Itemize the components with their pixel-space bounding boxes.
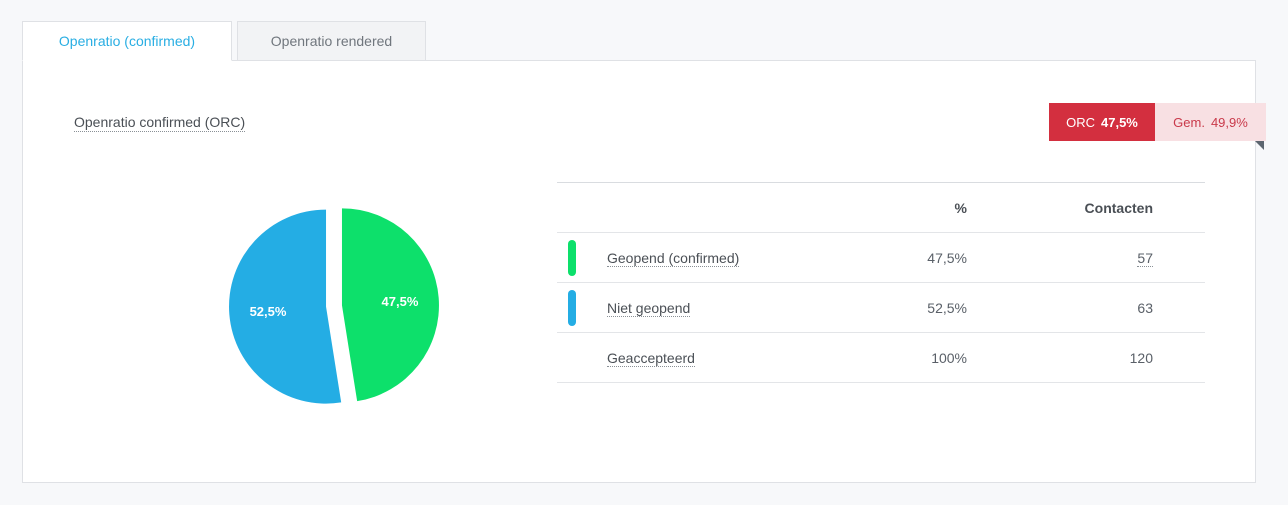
tab-openratio-rendered[interactable]: Openratio rendered [237, 21, 426, 61]
row-label-accepted[interactable]: Geaccepteerd [607, 349, 695, 367]
row-count-accepted: 120 [967, 332, 1153, 383]
orc-badge: ORC 47,5% Gem. 49,9% [1049, 103, 1266, 141]
row-count-opened-link[interactable]: 57 [1137, 249, 1153, 267]
average-label: Gem. [1173, 114, 1205, 130]
row-count-not-opened: 63 [967, 282, 1153, 333]
opened-color-marker [568, 239, 576, 276]
stats-table: % Contacten Geopend (confirmed) 47,5% 57… [557, 182, 1205, 383]
orc-value-badge: ORC 47,5% [1049, 103, 1155, 141]
row-label-opened[interactable]: Geopend (confirmed) [607, 249, 740, 267]
tab-openratio-confirmed[interactable]: Openratio (confirmed) [22, 21, 232, 61]
badge-corner-fold [1255, 141, 1264, 150]
pie-label-opened: 47,5% [382, 294, 419, 309]
orc-value: 47,5% [1101, 114, 1138, 130]
pie-label-not-opened: 52,5% [250, 304, 287, 319]
pie-chart: 47,5% 52,5% [229, 208, 439, 404]
table-row-opened: Geopend (confirmed) 47,5% 57 [557, 232, 1205, 283]
pie-slice-not-opened[interactable] [229, 209, 342, 404]
content-panel: Openratio confirmed (ORC) ORC 47,5% Gem.… [22, 60, 1266, 483]
not-opened-color-marker [568, 289, 576, 326]
section-title[interactable]: Openratio confirmed (ORC) [74, 114, 246, 132]
table-header-row: % Contacten [557, 182, 1205, 233]
table-row-accepted: Geaccepteerd 100% 120 [557, 332, 1205, 383]
header-contacts: Contacten [967, 182, 1153, 233]
header-percent: % [877, 182, 967, 233]
row-label-not-opened[interactable]: Niet geopend [607, 299, 691, 317]
table-row-not-opened: Niet geopend 52,5% 63 [557, 282, 1205, 333]
average-value: 49,9% [1210, 114, 1248, 130]
row-pct-accepted: 100% [877, 332, 967, 383]
row-pct-not-opened: 52,5% [877, 282, 967, 333]
pie-slice-opened[interactable] [341, 208, 439, 402]
average-badge: Gem. 49,9% [1155, 103, 1266, 141]
orc-label: ORC [1066, 114, 1095, 130]
row-pct-opened: 47,5% [877, 232, 967, 283]
